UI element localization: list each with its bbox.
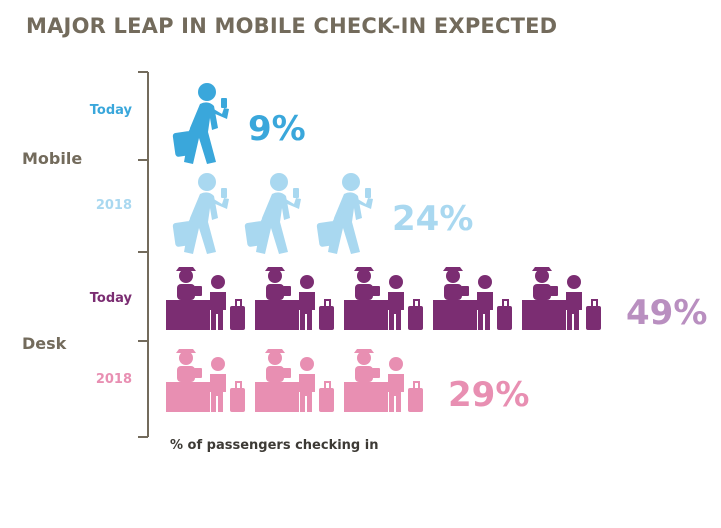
icon-row-mobile-today [172, 83, 229, 164]
value-label-desk-today: 49% [626, 293, 707, 333]
desk-checkin-icon [166, 267, 245, 330]
mobile-passenger-icon [172, 173, 229, 254]
row-label-desk-today: Today [90, 291, 133, 306]
group-label-desk: Desk [22, 334, 67, 353]
icon-row-desk-today [166, 267, 601, 330]
desk-checkin-icon [255, 267, 334, 330]
row-label-desk-2018: 2018 [96, 372, 132, 387]
value-label-desk-2018: 29% [448, 375, 529, 415]
value-label-mobile-2018: 24% [392, 199, 473, 239]
row-label-mobile-today: Today [90, 103, 133, 118]
desk-checkin-icon [255, 349, 334, 412]
group-label-mobile: Mobile [22, 149, 82, 168]
mobile-passenger-icon [172, 83, 229, 164]
mobile-passenger-icon [244, 173, 301, 254]
icon-row-desk-2018 [166, 349, 423, 412]
row-label-mobile-2018: 2018 [96, 198, 132, 213]
mobile-passenger-icon [316, 173, 373, 254]
desk-checkin-icon [344, 267, 423, 330]
chart-title: MAJOR LEAP IN MOBILE CHECK-IN EXPECTED [26, 14, 558, 38]
desk-checkin-icon [522, 267, 601, 330]
desk-checkin-icon [344, 349, 423, 412]
icon-row-mobile-2018 [172, 173, 373, 254]
value-label-mobile-today: 9% [248, 109, 306, 149]
x-axis-label: % of passengers checking in [170, 438, 378, 453]
desk-checkin-icon [166, 349, 245, 412]
desk-checkin-icon [433, 267, 512, 330]
